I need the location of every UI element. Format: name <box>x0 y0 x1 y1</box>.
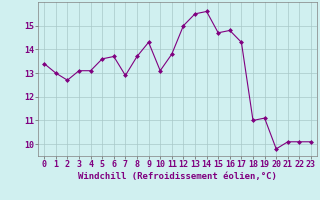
X-axis label: Windchill (Refroidissement éolien,°C): Windchill (Refroidissement éolien,°C) <box>78 172 277 181</box>
